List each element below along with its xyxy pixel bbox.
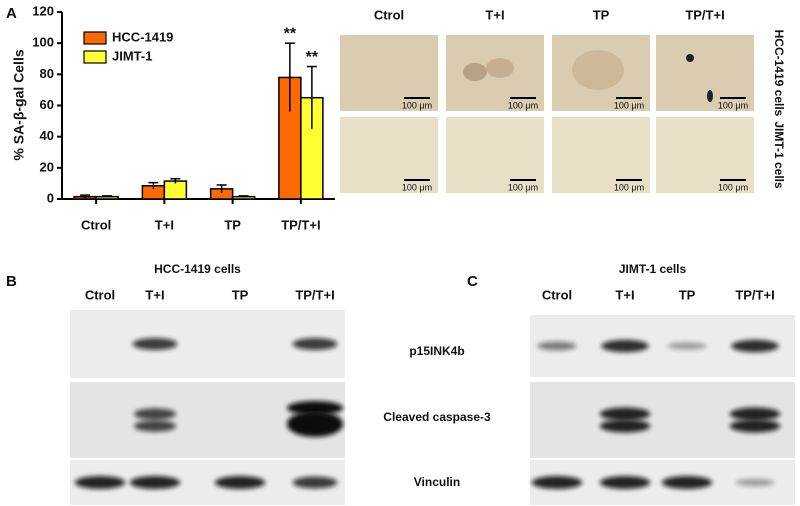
column-label: Ctrol: [374, 7, 404, 22]
row-label: HCC-1419 cells: [772, 30, 786, 117]
cell-cluster: [572, 50, 624, 90]
lane-label: TP/T+I: [735, 287, 774, 302]
scale-bar-label: 100 μm: [614, 182, 644, 192]
row-label: JIMT-1 cells: [772, 121, 786, 189]
scale-bar-label: 100 μm: [718, 100, 748, 110]
scale-bar-label: 100 μm: [402, 100, 432, 110]
blot-band: [599, 476, 651, 489]
blot-band: [599, 419, 651, 433]
protein-label: p15INK4b: [409, 344, 464, 358]
legend-swatch: [83, 50, 107, 64]
error-bar: [216, 184, 227, 193]
significance: **: [284, 25, 297, 42]
lane-label: T+I: [615, 287, 634, 302]
y-tick-label: 60: [40, 97, 54, 112]
error-bar: [148, 181, 159, 189]
blot-band: [74, 476, 126, 489]
blot-band: [729, 407, 781, 421]
column-label: T+I: [485, 7, 504, 22]
y-tick-label: 0: [47, 190, 54, 205]
lane-label: Ctrol: [85, 287, 115, 302]
scale-bar-label: 100 μm: [614, 100, 644, 110]
debris: [707, 90, 713, 102]
y-tick-label: 100: [32, 35, 54, 50]
legend-swatch: [83, 31, 107, 45]
blot-band: [292, 338, 338, 350]
blot-band: [134, 420, 176, 432]
blot-band: [129, 476, 181, 489]
blot-title: HCC-1419 cells: [154, 262, 241, 276]
cell-cluster: [486, 58, 514, 78]
protein-label: Cleaved caspase-3: [383, 410, 491, 424]
panel-label: C: [467, 273, 478, 290]
blot-band: [292, 476, 338, 489]
panel-label: A: [6, 5, 17, 22]
error-bar: [170, 177, 181, 184]
bar: [163, 180, 188, 200]
blot-band: [287, 411, 343, 437]
legend-label: HCC-1419: [112, 29, 173, 44]
scale-bar-label: 100 μm: [508, 182, 538, 192]
blot-band: [134, 408, 176, 420]
protein-label: Vinculin: [414, 475, 460, 489]
x-tick-label: Ctrol: [81, 217, 111, 232]
error-bar: [238, 195, 249, 198]
blot-band: [735, 478, 775, 487]
blot-band: [287, 401, 343, 415]
x-tick-label: TP/T+I: [281, 217, 320, 232]
blot-band: [667, 342, 707, 350]
y-tick-label: 20: [40, 159, 54, 174]
cell-cluster: [463, 63, 487, 81]
blot-title: JIMT-1 cells: [619, 262, 687, 276]
error-bar: [284, 42, 295, 112]
debris: [686, 54, 694, 62]
lane-label: TP: [232, 287, 249, 302]
error-bar: [80, 194, 91, 199]
blot-band: [132, 338, 178, 350]
error-bar: [306, 65, 317, 129]
y-axis-label: % SA-β-gal Cells: [11, 49, 27, 160]
blot-band: [731, 339, 779, 353]
y-tick-label: 120: [32, 3, 54, 18]
panel-label: B: [6, 273, 17, 290]
x-tick-label: TP: [224, 217, 241, 232]
content: 0 20 40 60 80 100 120 Ctrol T+I TP TP/T+I ** ** HCC-1…: [32, 3, 795, 505]
blot-band: [599, 407, 651, 421]
lane-label: T+I: [145, 287, 164, 302]
column-label: TP/T+I: [685, 7, 724, 22]
legend-label: JIMT-1: [112, 48, 152, 63]
scale-bar-label: 100 μm: [718, 182, 748, 192]
error-bar: [102, 195, 113, 198]
column-label: TP: [593, 7, 610, 22]
scale-bar-label: 100 μm: [402, 182, 432, 192]
blot-band: [661, 476, 713, 489]
y-tick-label: 80: [40, 66, 54, 81]
blot-band: [531, 476, 583, 489]
blot-band: [729, 419, 781, 433]
lane-label: Ctrol: [542, 287, 572, 302]
blot-band: [214, 476, 266, 489]
blot-band: [537, 341, 577, 351]
y-tick-label: 40: [40, 128, 54, 143]
blot-band: [601, 339, 649, 353]
lane-label: TP: [679, 287, 696, 302]
significance: **: [306, 49, 319, 66]
lane-label: TP/T+I: [295, 287, 334, 302]
x-tick-label: T+I: [155, 217, 174, 232]
scale-bar-label: 100 μm: [508, 100, 538, 110]
